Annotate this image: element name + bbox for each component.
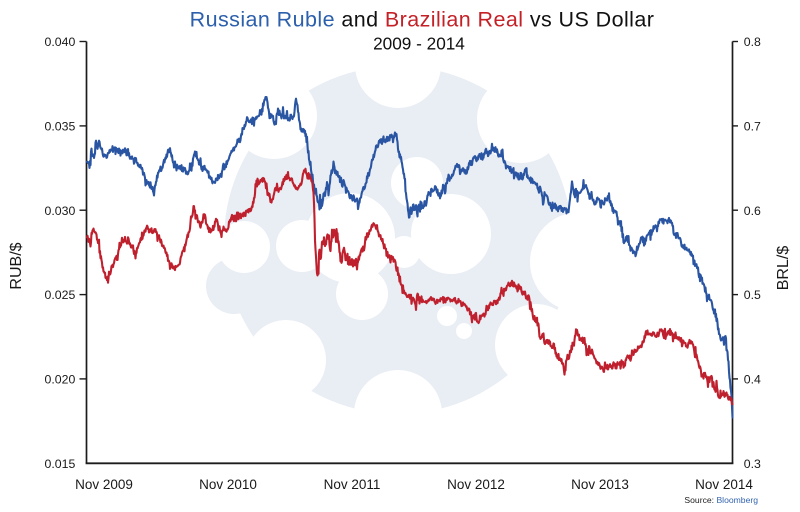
svg-text:0.015: 0.015 [45,457,76,471]
svg-text:2009 - 2014: 2009 - 2014 [373,33,465,53]
svg-text:0.6: 0.6 [744,204,761,218]
svg-text:Nov 2009: Nov 2009 [75,477,133,492]
svg-text:Russian Ruble and Brazilian Re: Russian Ruble and Brazilian Real vs US D… [190,8,655,32]
svg-text:0.7: 0.7 [744,120,761,134]
svg-text:0.020: 0.020 [45,373,76,387]
svg-text:RUB/$: RUB/$ [8,242,25,289]
svg-text:Nov 2011: Nov 2011 [324,477,381,492]
svg-text:0.030: 0.030 [45,204,76,218]
svg-text:Nov 2010: Nov 2010 [199,477,257,492]
svg-text:0.5: 0.5 [744,288,761,302]
svg-text:0.4: 0.4 [744,373,761,387]
svg-text:Nov 2012: Nov 2012 [447,477,505,492]
svg-text:0.040: 0.040 [45,35,76,49]
svg-text:Source: Bloomberg: Source: Bloomberg [684,495,758,505]
svg-text:Nov 2013: Nov 2013 [571,477,629,492]
svg-text:Nov 2014: Nov 2014 [695,477,753,492]
svg-text:0.035: 0.035 [45,120,76,134]
svg-text:0.025: 0.025 [45,288,76,302]
svg-text:0.8: 0.8 [744,35,761,49]
svg-text:0.3: 0.3 [744,457,761,471]
svg-text:BRL/$: BRL/$ [775,246,792,291]
